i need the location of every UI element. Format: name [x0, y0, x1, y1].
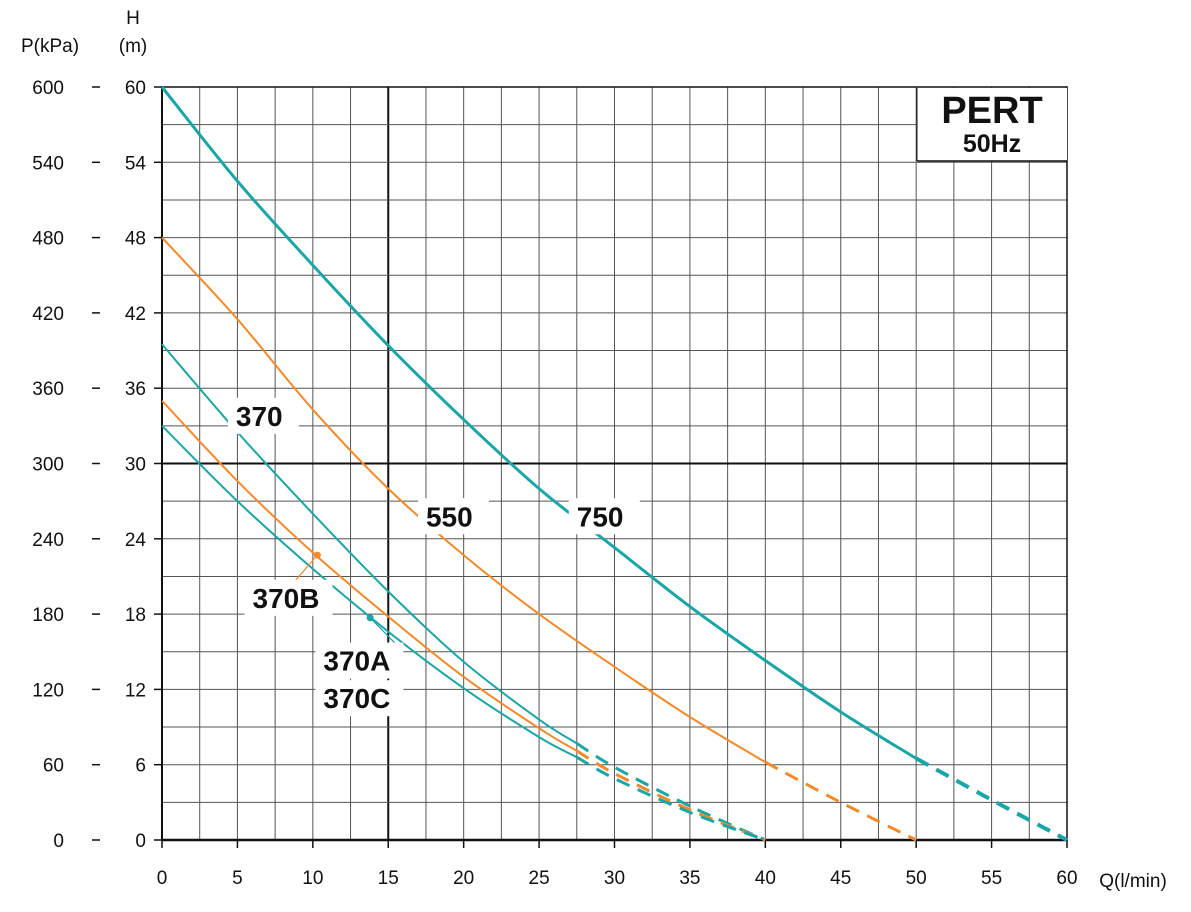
h-tick-label: 42 — [125, 304, 146, 325]
curve-370B-dashed — [576, 749, 766, 842]
h-tick-label: 12 — [125, 680, 146, 701]
leader-line — [292, 554, 318, 585]
h-tick-label: 24 — [125, 530, 147, 551]
h-axis-unit: (m) — [119, 36, 147, 57]
x-tick-label: 35 — [679, 868, 700, 889]
curve-370B-solid — [161, 400, 578, 752]
x-tick-label: 25 — [529, 868, 550, 889]
label-background — [244, 579, 333, 616]
p-tick-label: 420 — [32, 304, 64, 325]
p-tick-label: 480 — [32, 229, 64, 250]
x-tick-label: 0 — [157, 868, 168, 889]
curve-370-dashed — [575, 742, 766, 842]
h-tick-label: 60 — [125, 78, 146, 99]
x-tick-label: 60 — [1056, 868, 1077, 889]
p-tick-label: 540 — [32, 153, 64, 174]
x-tick-label: 15 — [378, 868, 399, 889]
label-background — [315, 642, 404, 679]
p-tick-label: 120 — [32, 680, 64, 701]
label-background — [227, 397, 299, 434]
x-tick-label: 5 — [232, 868, 243, 889]
curve-label: 370C — [323, 683, 390, 714]
annotations: 370 550 750 370B 370A 370C — [227, 397, 640, 717]
curve-550-solid — [161, 236, 766, 764]
grid — [161, 86, 1068, 841]
curve-label: 370B — [253, 583, 320, 614]
chart-title: PERT — [941, 90, 1042, 132]
curve-550-dashed — [764, 760, 917, 842]
h-tick-label: 18 — [125, 605, 146, 626]
x-tick-label: 55 — [981, 868, 1002, 889]
marker-dot — [366, 614, 374, 622]
h-tick-label: 0 — [135, 831, 146, 852]
p-tick-label: 0 — [53, 831, 64, 852]
marker-dot — [313, 551, 321, 559]
curve-370A-370C-solid — [161, 425, 578, 759]
x-axis-label: Q(l/min) — [1099, 871, 1167, 892]
x-tick-label: 40 — [755, 868, 776, 889]
p-tick-label: 180 — [32, 605, 64, 626]
p-axis-label: P(kPa) — [21, 36, 79, 57]
leader-line — [369, 617, 399, 647]
h-tick-label: 54 — [125, 153, 147, 174]
x-tick-label: 45 — [830, 868, 851, 889]
p-tick-label: 600 — [32, 78, 64, 99]
label-background — [315, 680, 404, 717]
curve-750-solid — [160, 86, 917, 760]
x-tick-label: 30 — [604, 868, 625, 889]
title-box: PERT 50Hz — [916, 88, 1067, 162]
h-axis-label: H — [126, 8, 140, 29]
axes: 0 5 10 15 20 25 30 35 40 45 50 55 600612182430364248… — [32, 78, 1077, 889]
curve-label: 370 — [236, 401, 283, 432]
curves — [160, 86, 1068, 842]
curve-750-dashed — [915, 756, 1068, 842]
x-tick-label: 20 — [453, 868, 474, 889]
curve-label: 750 — [577, 501, 624, 532]
h-tick-label: 30 — [125, 455, 146, 476]
chart-subtitle: 50Hz — [963, 130, 1021, 158]
h-tick-label: 36 — [125, 379, 146, 400]
label-background — [568, 498, 640, 535]
h-tick-label: 48 — [125, 229, 146, 250]
p-tick-label: 60 — [43, 756, 64, 777]
p-tick-label: 300 — [32, 455, 64, 476]
x-tick-label: 10 — [302, 868, 323, 889]
label-background — [417, 498, 489, 535]
curve-370A-370C-dashed — [576, 755, 766, 842]
p-tick-label: 240 — [32, 530, 64, 551]
p-tick-label: 360 — [32, 379, 64, 400]
curve-label: 370A — [323, 646, 390, 677]
x-tick-label: 50 — [906, 868, 927, 889]
curve-label: 550 — [426, 501, 473, 532]
h-tick-label: 6 — [135, 756, 146, 777]
